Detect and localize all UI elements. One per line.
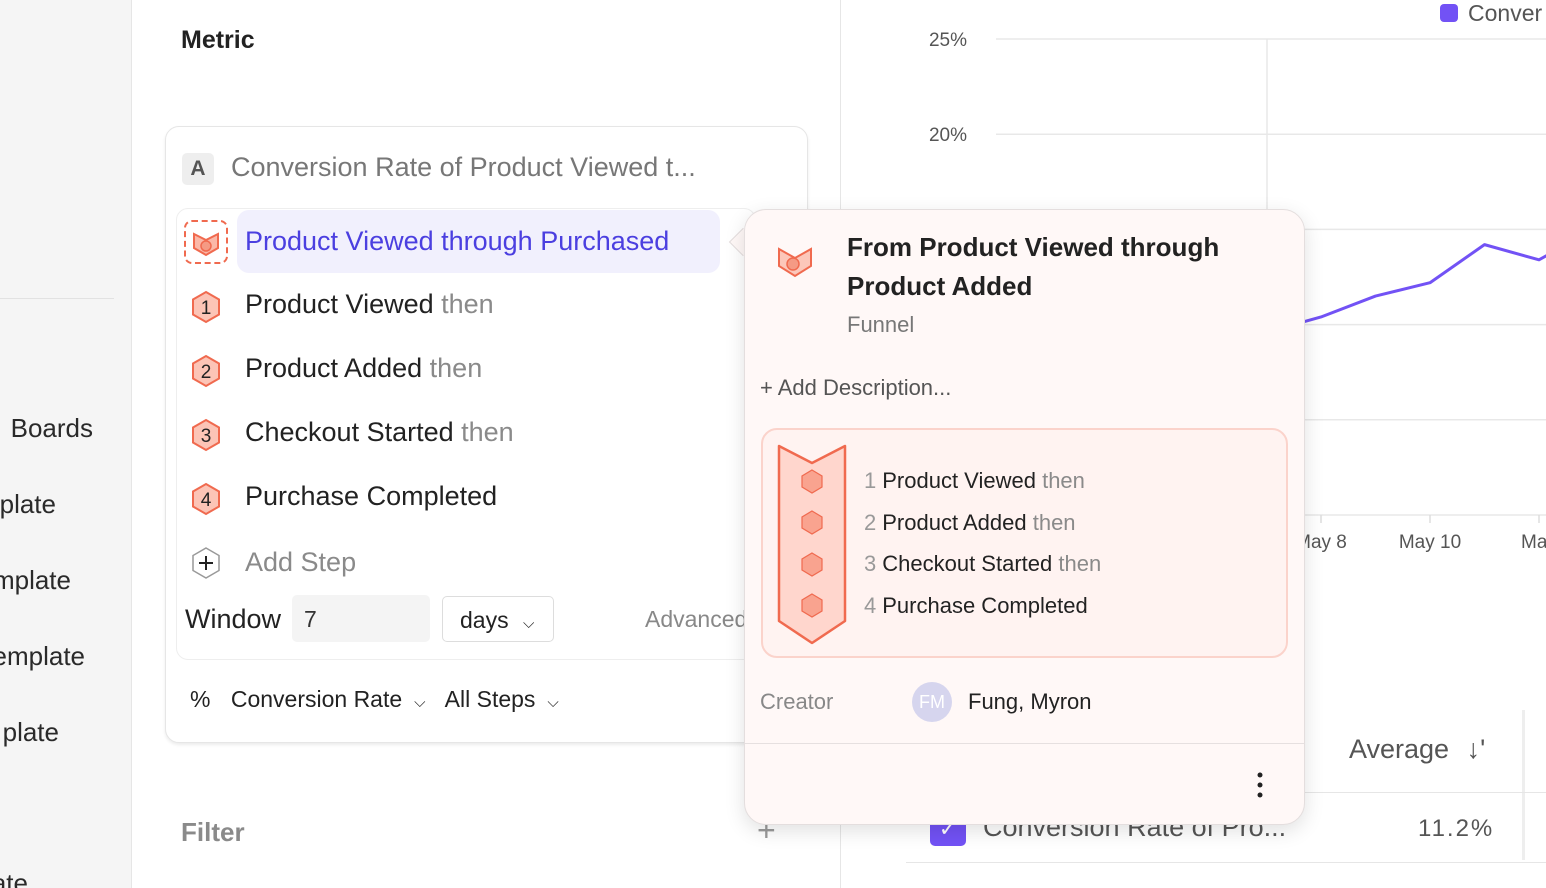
funnel-step[interactable]: Checkout Started then (245, 417, 514, 448)
legend-swatch (1440, 4, 1458, 22)
creator-name: Fung, Myron (968, 689, 1092, 714)
table-divider (1522, 710, 1525, 860)
avatar: FM (912, 682, 952, 722)
popup-step: 3 Checkout Started then (864, 551, 1101, 577)
add-step-button[interactable]: Add Step (245, 547, 357, 577)
row-average-value: 11.2% (1418, 815, 1495, 842)
popup-step-number: 1 (864, 468, 877, 493)
funnel-icon (778, 247, 812, 278)
window-label: Window (185, 604, 282, 634)
funnel-chevron-icon (777, 444, 847, 645)
window-unit-dropdown[interactable]: days ⌵ (442, 596, 554, 642)
sidebar-divider (0, 298, 114, 299)
step-event: Product Added (245, 353, 423, 383)
svg-text:3: 3 (201, 426, 212, 447)
popup-type: Funnel (847, 312, 915, 337)
step-number-icon: 3 (192, 418, 220, 452)
window-input[interactable]: 7 (292, 595, 430, 642)
sidebar-item-boards[interactable]: Boards (10, 413, 93, 443)
popup-step-suffix: then (1032, 509, 1076, 535)
measure-dropdown[interactable]: Conversion Rate (230, 686, 403, 712)
legend-label: Conver (1468, 0, 1543, 26)
step-number-icon: 4 (192, 482, 220, 516)
sort-descending-icon[interactable]: ↓' (1466, 734, 1486, 764)
table-divider (906, 862, 1546, 863)
svg-text:1: 1 (201, 298, 212, 319)
x-tick-label: May 10 (1399, 532, 1461, 553)
popup-step-suffix: then (1042, 468, 1085, 493)
advanced-button[interactable]: Advanced (645, 606, 745, 632)
popup-step-event: Checkout Started (882, 551, 1053, 576)
svg-text:2: 2 (201, 362, 212, 383)
funnel-step[interactable]: Product Viewed then (245, 289, 494, 320)
step-suffix: then (461, 417, 514, 447)
average-header-label: Average (1349, 734, 1450, 764)
chart-legend[interactable]: Conver (1440, 0, 1542, 27)
metric-letter-badge: A (182, 153, 214, 185)
funnel-step[interactable]: Purchase Completed (245, 481, 497, 512)
popup-step-suffix: then (1058, 551, 1102, 576)
popup-step: 4 Purchase Completed (864, 593, 1088, 619)
funnel-icon (184, 220, 228, 264)
window-unit-value: days (460, 607, 509, 633)
x-tick-label: May 8 (1295, 532, 1347, 553)
metric-name[interactable]: Conversion Rate of Product Viewed t... (231, 152, 696, 182)
add-description-button[interactable]: + Add Description... (760, 375, 952, 400)
chevron-down-icon: ⌵ (522, 615, 535, 632)
sidebar: Boards plate mplate emplate plate ate (0, 0, 132, 888)
sidebar-item-template-3[interactable]: emplate (0, 641, 85, 671)
metric-section-title: Metric (181, 26, 255, 54)
funnel-selector[interactable] (237, 210, 720, 273)
step-event: Checkout Started (245, 417, 454, 447)
funnel-step[interactable]: Product Added then (245, 353, 482, 384)
steps-scope-dropdown[interactable]: All Steps (444, 686, 536, 712)
step-number-icon: 1 (192, 290, 220, 324)
step-event: Purchase Completed (245, 481, 498, 511)
sidebar-item-template-5[interactable]: ate (0, 868, 28, 888)
popup-step: 2 Product Added then (864, 510, 1076, 536)
popup-step-event: Product Viewed (882, 468, 1036, 493)
step-event: Product Viewed (245, 289, 434, 319)
svg-text:4: 4 (201, 490, 212, 511)
popup-step-number: 3 (864, 551, 877, 576)
table-divider (1300, 792, 1546, 793)
add-step-icon[interactable] (190, 546, 222, 580)
percent-icon: % (190, 686, 211, 712)
y-tick-label: 25% (929, 30, 967, 51)
sidebar-item-template-1[interactable]: plate (0, 489, 56, 519)
average-column-header[interactable]: Average ↓' (1349, 734, 1485, 765)
creator-label: Creator (760, 689, 834, 714)
measure-row: % Conversion Rate ⌵ All Steps ⌵ (190, 686, 559, 713)
step-suffix: then (441, 289, 494, 319)
series-line (1266, 243, 1546, 334)
funnel-name[interactable]: Product Viewed through Purchased (245, 226, 670, 256)
chevron-down-icon: ⌵ (547, 694, 559, 711)
filter-section-title: Filter (181, 817, 245, 847)
popup-step-event: Product Added (882, 509, 1027, 535)
popup-step-number: 4 (864, 592, 877, 618)
more-options-icon[interactable] (1252, 770, 1268, 800)
step-number-icon: 2 (192, 354, 220, 388)
chevron-down-icon: ⌵ (414, 694, 426, 711)
popup-step-number: 2 (864, 509, 877, 535)
popup-step-event: Purchase Completed (882, 592, 1088, 618)
popup-divider (745, 743, 1304, 744)
popup-steps-card (761, 428, 1288, 658)
y-tick-label: 20% (929, 125, 967, 146)
x-tick-label: May (1521, 532, 1546, 553)
step-suffix: then (429, 353, 483, 383)
popup-step: 1 Product Viewed then (864, 468, 1085, 494)
popup-title: From Product Viewed through Product Adde… (847, 232, 1220, 301)
sidebar-item-template-4[interactable]: plate (2, 717, 59, 747)
sidebar-item-template-2[interactable]: mplate (0, 565, 71, 595)
